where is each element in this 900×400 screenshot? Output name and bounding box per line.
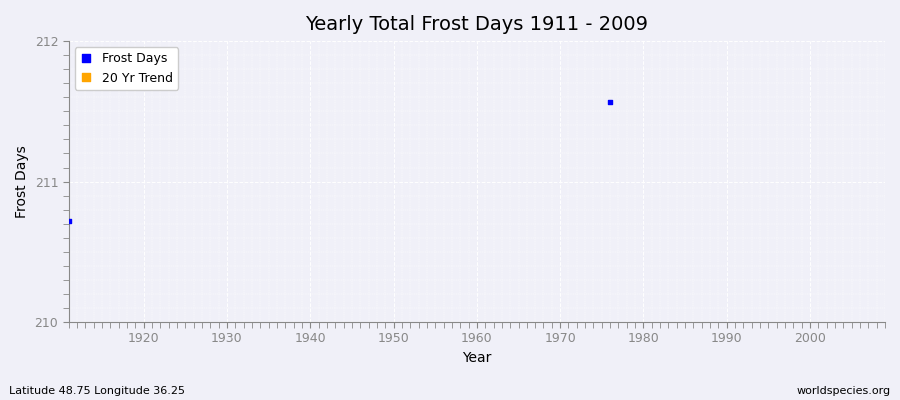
Frost Days	[603, 98, 617, 105]
Text: worldspecies.org: worldspecies.org	[796, 386, 891, 396]
X-axis label: Year: Year	[463, 351, 491, 365]
Y-axis label: Frost Days: Frost Days	[15, 145, 29, 218]
Frost Days	[61, 218, 76, 224]
Legend: Frost Days, 20 Yr Trend: Frost Days, 20 Yr Trend	[75, 47, 178, 90]
Title: Yearly Total Frost Days 1911 - 2009: Yearly Total Frost Days 1911 - 2009	[305, 15, 648, 34]
Text: Latitude 48.75 Longitude 36.25: Latitude 48.75 Longitude 36.25	[9, 386, 185, 396]
